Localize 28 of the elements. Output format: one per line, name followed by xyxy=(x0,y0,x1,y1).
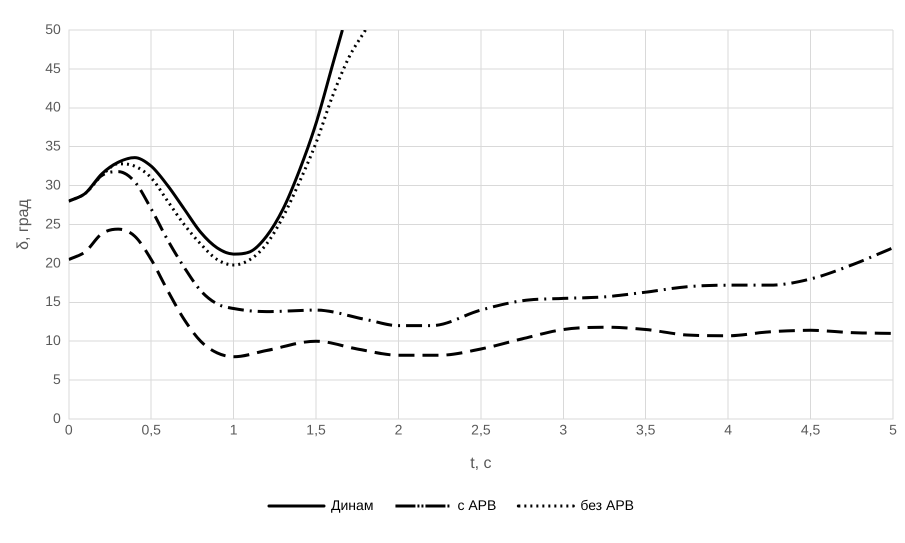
y-tick-label: 35 xyxy=(45,138,61,154)
legend-label: с АРВ xyxy=(457,496,496,513)
x-tick-label: 4,5 xyxy=(800,421,821,438)
y-tick-label: 5 xyxy=(52,370,61,387)
x-tick-label: 5 xyxy=(889,421,898,438)
legend-label: Динам xyxy=(330,496,374,513)
x-tick-label: 1,5 xyxy=(306,421,326,438)
legend-label: без АРВ xyxy=(580,496,634,513)
x-axis-title: t, с xyxy=(470,454,492,472)
y-tick-label: 30 xyxy=(45,176,61,192)
y-axis-title: δ, град xyxy=(15,198,32,250)
x-tick-label: 2 xyxy=(394,421,403,438)
x-tick-label: 3 xyxy=(559,421,568,438)
y-tick-label: 45 xyxy=(45,60,61,76)
x-tick-label: 3,5 xyxy=(636,421,656,438)
x-tick-label: 2,5 xyxy=(471,421,491,438)
y-tick-label: 10 xyxy=(45,332,61,348)
line-series xyxy=(68,228,893,358)
y-tick-label: 40 xyxy=(45,98,61,115)
y-tick-label: 25 xyxy=(45,215,61,232)
x-tick-label: 0,5 xyxy=(141,421,162,438)
y-tick-label: 50 xyxy=(45,20,61,37)
y-tick-label: 0 xyxy=(52,410,61,426)
x-tick-label: 1 xyxy=(230,421,238,438)
x-tick-label: 4 xyxy=(724,421,732,438)
x-tick-label: 0 xyxy=(64,421,73,438)
y-tick-label: 20 xyxy=(45,254,61,270)
y-tick-label: 15 xyxy=(45,293,61,310)
